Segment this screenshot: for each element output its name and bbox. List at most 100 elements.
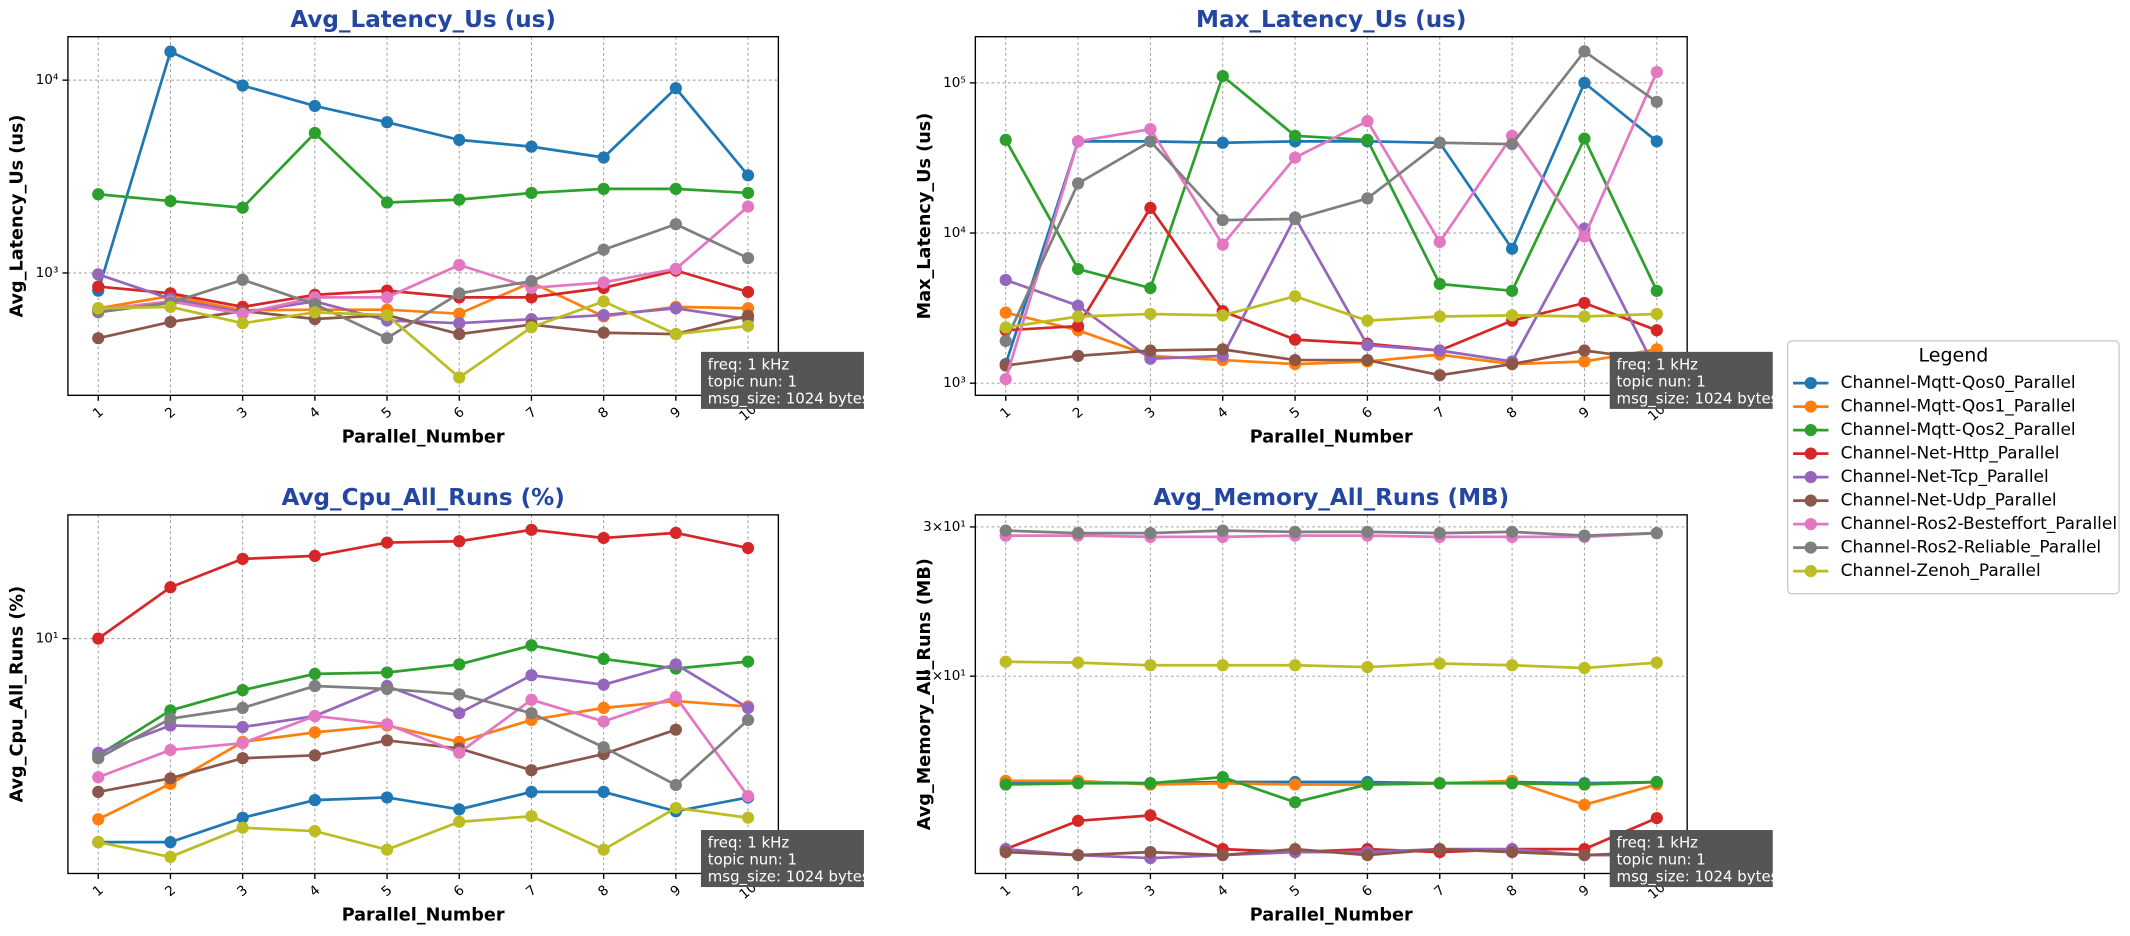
annotation-box [1609,351,1773,409]
data-point [597,151,610,164]
data-point [453,371,466,384]
annotation-text: msg_size: 1024 bytes [708,389,870,407]
x-tick-label: 9 [1576,882,1593,900]
x-axis-label: Parallel_Number [1250,906,1413,926]
data-point [999,778,1012,791]
data-point [1288,778,1302,791]
data-point [1216,524,1229,537]
legend-label: Channel-Ros2-Besteffort_Parallel [1841,514,2117,534]
data-point [597,715,610,728]
data-point [999,655,1012,668]
data-point [1578,45,1591,58]
series-line [1005,214,1658,372]
data-point [999,321,1012,334]
data-point [1361,339,1374,352]
series-line [98,790,749,844]
legend-marker [1804,470,1817,484]
x-tick-label: 3 [234,882,251,900]
data-point [1144,135,1157,148]
annotation-text: freq: 1 kHz [708,834,790,852]
data-point [308,306,321,319]
data-point [1144,281,1157,295]
data-point [308,549,321,563]
data-point [380,682,394,696]
data-point [1433,344,1446,357]
data-point [669,690,682,704]
data-point [236,79,249,92]
data-point [1361,660,1374,674]
y-axis-label: Avg_Memory_All_Runs (MB) [915,558,935,830]
y-tick-label: 10³ [943,375,966,391]
data-point [92,771,105,784]
data-point [1578,76,1591,89]
annotation-box [1609,830,1773,888]
data-point [1361,353,1374,367]
data-point [453,688,466,701]
data-point [1650,284,1663,297]
y-tick-label: 10¹ [36,631,59,647]
legend-marker [1804,494,1817,507]
data-point [741,169,755,182]
data-point [1650,95,1663,108]
data-point [453,327,466,341]
data-point [1071,135,1085,148]
series-line [1004,71,1659,380]
data-point [1071,848,1085,862]
legend-marker [1804,400,1817,413]
x-tick-label: 2 [162,404,179,422]
data-point [1578,296,1591,310]
x-tick-label: 7 [1431,882,1448,900]
data-point [453,746,466,759]
legend-marker [1804,447,1817,460]
y-tick-label: 10⁴ [943,225,966,241]
data-point [1288,796,1302,809]
data-point [597,243,610,256]
y-tick-label: 3×10¹ [923,519,966,535]
plot-frame [974,36,1688,397]
annotation-text: topic nun: 1 [708,851,797,869]
data-point [1288,212,1302,226]
data-point [380,308,394,322]
data-point [1071,262,1085,276]
data-point [1144,659,1157,672]
annotation-text: freq: 1 kHz [708,355,790,373]
data-point [1144,527,1157,540]
x-tick-label: 6 [1359,882,1376,900]
series-line [1005,531,1657,539]
annotation-text: topic nun: 1 [1617,372,1706,390]
data-point [380,332,394,345]
data-point [380,791,394,804]
data-point [1650,527,1663,540]
x-tick-label: 3 [1142,404,1159,422]
data-point [525,275,538,288]
data-point [1288,525,1302,538]
data-point [669,801,682,815]
data-point [92,268,105,281]
data-point [1650,65,1663,79]
data-point [1216,659,1229,672]
data-point [999,524,1012,537]
x-tick-label: 9 [1576,404,1593,422]
data-point [453,287,466,300]
data-point [999,845,1012,859]
data-point [1433,657,1446,670]
legend-label: Channel-Ros2-Reliable_Parallel [1841,538,2101,558]
data-point [1361,192,1374,205]
data-point [164,194,177,208]
data-point [1578,230,1591,243]
x-tick-label: 7 [523,404,540,422]
data-point [669,182,682,195]
chart-title: Avg_Latency_Us (us) [290,7,556,33]
x-tick-label: 4 [306,404,323,422]
x-tick-label: 8 [595,404,612,422]
data-point [236,317,249,330]
annotation-text: freq: 1 kHz [1617,355,1699,373]
series-line [1005,529,1657,537]
x-axis-label: Parallel_Number [342,906,505,926]
data-point [92,332,105,345]
annotation-text: msg_size: 1024 bytes [1617,389,1779,407]
data-point [597,741,610,754]
legend-label: Channel-Net-Http_Parallel [1841,444,2060,464]
x-tick-label: 5 [1287,882,1304,900]
series-line [1004,73,1658,293]
